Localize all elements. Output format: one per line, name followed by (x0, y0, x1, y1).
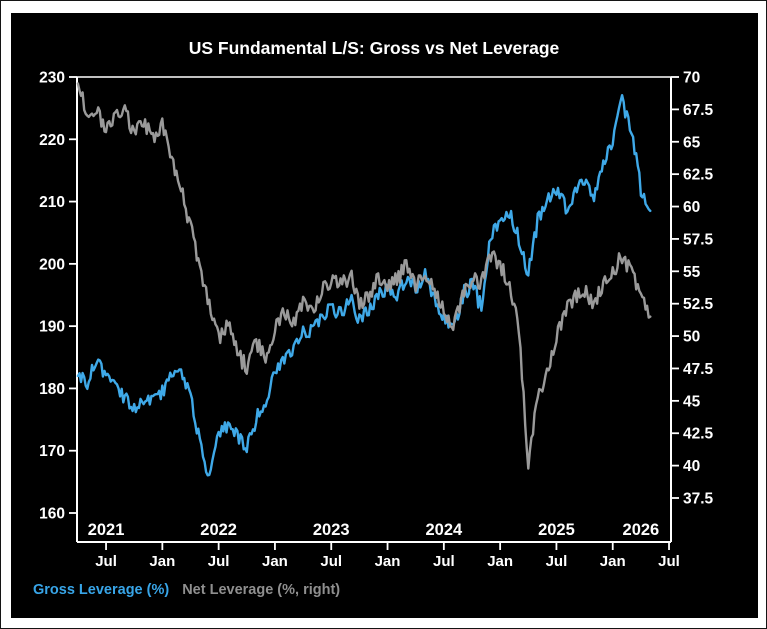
series-lines (76, 82, 652, 477)
x-axis-month-label: Jan (487, 553, 513, 570)
chart-frame: US Fundamental L/S: Gross vs Net Leverag… (11, 13, 758, 618)
x-axis-month-label: Jul (433, 553, 455, 570)
right-axis-tick-label: 62.5 (683, 167, 714, 184)
x-axis-month-label: Jan (149, 553, 175, 570)
right-axis-tick-label: 47.5 (683, 361, 714, 378)
right-axis-tick-label: 65 (683, 134, 701, 151)
left-axis-tick-label: 210 (39, 194, 65, 211)
legend-item-gross-leverage: Gross Leverage (%) (33, 582, 170, 598)
left-axis-tick-label: 200 (39, 256, 65, 273)
x-axis-month-label: Jul (95, 553, 117, 570)
x-axis-year-label: 2022 (200, 521, 237, 539)
right-axis-tick-label: 40 (683, 458, 700, 475)
right-axis-tick-label: 42.5 (683, 426, 714, 443)
legend: Gross Leverage (%) Net Leverage (%, righ… (33, 582, 340, 598)
right-axis-tick-label: 57.5 (683, 231, 714, 248)
x-axis-month-label: Jul (658, 553, 680, 570)
left-axis-tick-label: 180 (39, 381, 65, 398)
x-axis-year-label: 2026 (623, 521, 660, 539)
x-axis-year-label: 2021 (88, 521, 125, 539)
x-axis-month-label: Jul (320, 553, 342, 570)
right-axis-tick-label: 55 (683, 264, 701, 281)
legend-item-net-leverage: Net Leverage (%, right) (182, 582, 341, 598)
right-axis-tick-label: 52.5 (683, 296, 714, 313)
left-axis-tick-label: 190 (39, 319, 65, 336)
x-axis-month-label: Jan (375, 553, 401, 570)
x-axis-month-label: Jul (208, 553, 230, 570)
left-axis-tick-label: 230 (39, 70, 65, 87)
x-axis-month-label: Jan (262, 553, 288, 570)
x-axis-month-label: Jan (600, 553, 626, 570)
axes: 230 220 210 200 190 180 170 160 70 67.5 65 62.5 60 57… (39, 70, 713, 571)
right-axis-tick-label: 37.5 (683, 491, 714, 508)
left-axis-tick-label: 170 (39, 443, 65, 460)
x-axis-year-label: 2025 (538, 521, 575, 539)
series-line-gross-leverage (76, 93, 652, 477)
chart-title: US Fundamental L/S: Gross vs Net Leverag… (189, 38, 560, 58)
chart-canvas: US Fundamental L/S: Gross vs Net Leverag… (39, 38, 713, 571)
x-axis-year-label: 2024 (425, 521, 463, 539)
right-axis-tick-label: 60 (683, 199, 700, 216)
x-axis-month-label: Jul (546, 553, 568, 570)
left-axis-tick-label: 160 (39, 506, 65, 523)
right-axis-tick-label: 50 (683, 329, 700, 346)
right-axis-tick-label: 70 (683, 70, 700, 87)
series-line-net-leverage-right (76, 82, 652, 470)
right-axis-tick-label: 67.5 (683, 102, 714, 119)
left-axis-tick-label: 220 (39, 132, 65, 149)
right-axis-tick-label: 45 (683, 393, 701, 410)
x-axis-year-label: 2023 (313, 521, 350, 539)
